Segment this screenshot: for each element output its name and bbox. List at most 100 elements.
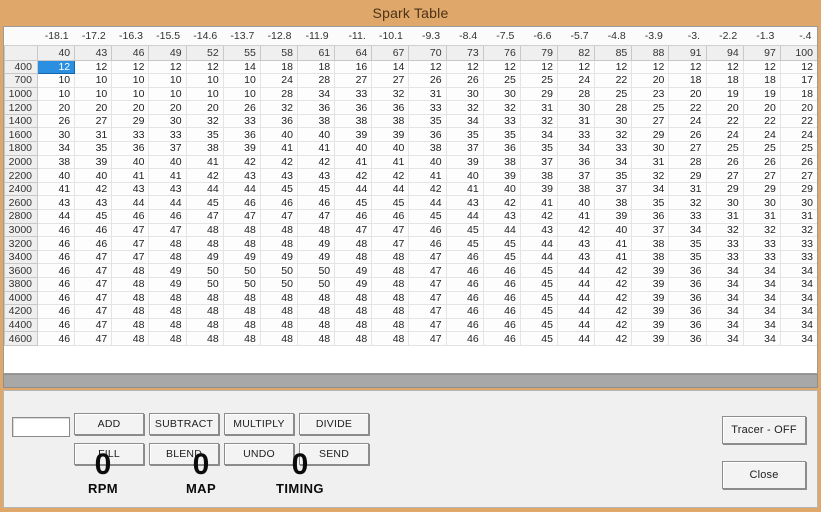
cell-r2-c3[interactable]: 10 <box>148 87 187 102</box>
cell-r4-c13[interactable]: 32 <box>520 114 558 129</box>
column-header-13[interactable]: 79 <box>519 45 558 61</box>
column-header-16[interactable]: 88 <box>631 45 670 61</box>
cell-r7-c6[interactable]: 42 <box>260 155 298 170</box>
cell-r5-c10[interactable]: 36 <box>408 127 447 143</box>
cell-r20-c2[interactable]: 48 <box>111 331 150 346</box>
cell-r7-c13[interactable]: 37 <box>520 155 558 170</box>
cell-r2-c4[interactable]: 10 <box>186 87 224 102</box>
column-header-3[interactable]: 49 <box>148 45 187 61</box>
cell-r18-c16[interactable]: 39 <box>631 304 670 319</box>
cell-r18-c11[interactable]: 46 <box>446 304 484 319</box>
cell-r0-c11[interactable]: 12 <box>446 60 484 75</box>
cell-r12-c0[interactable]: 46 <box>37 223 76 238</box>
cell-r2-c9[interactable]: 32 <box>371 87 410 102</box>
cell-r13-c16[interactable]: 38 <box>631 236 670 251</box>
send-button[interactable]: SEND <box>299 443 369 465</box>
cell-r16-c7[interactable]: 50 <box>297 277 336 292</box>
cell-r16-c8[interactable]: 49 <box>334 277 373 292</box>
cell-r5-c0[interactable]: 30 <box>37 127 76 143</box>
cell-r2-c0[interactable]: 10 <box>37 87 76 102</box>
cell-r2-c19[interactable]: 19 <box>743 87 781 102</box>
cell-r9-c8[interactable]: 44 <box>334 182 373 197</box>
cell-r2-c18[interactable]: 19 <box>706 87 744 102</box>
cell-r10-c1[interactable]: 43 <box>74 195 113 211</box>
cell-r18-c19[interactable]: 34 <box>743 304 781 319</box>
cell-r12-c20[interactable]: 32 <box>780 223 817 238</box>
cell-r5-c16[interactable]: 29 <box>631 127 670 143</box>
cell-r1-c15[interactable]: 22 <box>594 73 633 88</box>
cell-r14-c13[interactable]: 44 <box>520 250 558 265</box>
cell-r16-c19[interactable]: 34 <box>743 277 781 292</box>
cell-r17-c19[interactable]: 34 <box>743 291 781 306</box>
cell-r17-c9[interactable]: 48 <box>371 291 410 306</box>
cell-r7-c5[interactable]: 42 <box>223 155 261 170</box>
cell-r10-c18[interactable]: 30 <box>706 195 744 211</box>
cell-r11-c9[interactable]: 46 <box>371 209 410 224</box>
cell-r6-c20[interactable]: 25 <box>780 141 817 156</box>
cell-r18-c7[interactable]: 48 <box>297 304 336 319</box>
cell-r0-c15[interactable]: 12 <box>594 60 633 75</box>
cell-r9-c9[interactable]: 44 <box>371 182 410 197</box>
cell-r19-c14[interactable]: 44 <box>557 318 596 333</box>
table-row[interactable]: 1400 26 27 29 30 32 33 36 38 38 38 35 34 33 32 31 30 27 24… <box>4 114 817 129</box>
cell-r9-c15[interactable]: 37 <box>594 182 633 197</box>
cell-r1-c14[interactable]: 24 <box>557 73 596 88</box>
cell-r16-c4[interactable]: 50 <box>186 277 224 292</box>
cell-r11-c12[interactable]: 43 <box>483 209 521 224</box>
cell-r8-c11[interactable]: 40 <box>446 168 484 183</box>
cell-r12-c17[interactable]: 34 <box>668 223 707 238</box>
table-row[interactable]: 4400 46 47 48 48 48 48 48 48 48 48 47 46 46 45 44 42 39 36… <box>4 318 817 333</box>
cell-r20-c17[interactable]: 36 <box>668 331 707 346</box>
cell-r14-c16[interactable]: 38 <box>631 250 670 265</box>
cell-r13-c4[interactable]: 48 <box>186 236 224 251</box>
cell-r14-c11[interactable]: 46 <box>446 250 484 265</box>
cell-r5-c15[interactable]: 32 <box>594 127 633 143</box>
cell-r4-c19[interactable]: 22 <box>743 114 781 129</box>
cell-r7-c18[interactable]: 26 <box>706 155 744 170</box>
cell-r14-c7[interactable]: 49 <box>297 250 336 265</box>
cell-r8-c9[interactable]: 42 <box>371 168 410 183</box>
column-header-9[interactable]: 67 <box>371 45 410 61</box>
cell-r8-c6[interactable]: 43 <box>260 168 298 183</box>
cell-r1-c12[interactable]: 25 <box>483 73 521 88</box>
cell-r18-c14[interactable]: 44 <box>557 304 596 319</box>
cell-r15-c13[interactable]: 45 <box>520 263 558 278</box>
table-row[interactable]: 1600 30 31 33 33 35 36 40 40 39 39 36 35 35 34 33 32 29 26… <box>4 127 817 143</box>
cell-r9-c13[interactable]: 39 <box>520 182 558 197</box>
column-header-11[interactable]: 73 <box>445 45 484 61</box>
cell-r16-c16[interactable]: 39 <box>631 277 670 292</box>
cell-r8-c20[interactable]: 27 <box>780 168 817 183</box>
cell-r12-c18[interactable]: 32 <box>706 223 744 238</box>
row-header-10[interactable]: 2600 <box>4 195 38 211</box>
cell-r13-c17[interactable]: 35 <box>668 236 707 251</box>
cell-r14-c8[interactable]: 48 <box>334 250 373 265</box>
cell-r20-c5[interactable]: 48 <box>223 331 261 346</box>
cell-r1-c2[interactable]: 10 <box>111 73 150 88</box>
cell-r18-c2[interactable]: 48 <box>111 304 150 319</box>
cell-r11-c14[interactable]: 41 <box>557 209 596 224</box>
cell-r4-c15[interactable]: 30 <box>594 114 633 129</box>
cell-r17-c12[interactable]: 46 <box>483 291 521 306</box>
column-header-10[interactable]: 70 <box>408 45 447 61</box>
cell-r11-c4[interactable]: 47 <box>186 209 224 224</box>
cell-r11-c7[interactable]: 47 <box>297 209 336 224</box>
cell-r14-c9[interactable]: 48 <box>371 250 410 265</box>
row-header-12[interactable]: 3000 <box>4 223 38 238</box>
cell-r12-c6[interactable]: 48 <box>260 223 298 238</box>
cell-r13-c13[interactable]: 44 <box>520 236 558 251</box>
cell-r0-c6[interactable]: 18 <box>260 60 298 75</box>
cell-r5-c17[interactable]: 26 <box>668 127 707 143</box>
cell-r6-c7[interactable]: 41 <box>297 141 336 156</box>
cell-r13-c5[interactable]: 48 <box>223 236 261 251</box>
row-header-3[interactable]: 1200 <box>4 100 38 115</box>
cell-r1-c6[interactable]: 24 <box>260 73 298 88</box>
cell-r12-c5[interactable]: 48 <box>223 223 261 238</box>
cell-r2-c6[interactable]: 28 <box>260 87 298 102</box>
undo-button[interactable]: UNDO <box>224 443 294 465</box>
cell-r2-c17[interactable]: 20 <box>668 87 707 102</box>
column-header-2[interactable]: 46 <box>111 45 150 61</box>
cell-r20-c8[interactable]: 48 <box>334 331 373 346</box>
cell-r18-c1[interactable]: 47 <box>74 304 113 319</box>
cell-r15-c17[interactable]: 36 <box>668 263 707 278</box>
row-header-6[interactable]: 1800 <box>4 141 38 156</box>
